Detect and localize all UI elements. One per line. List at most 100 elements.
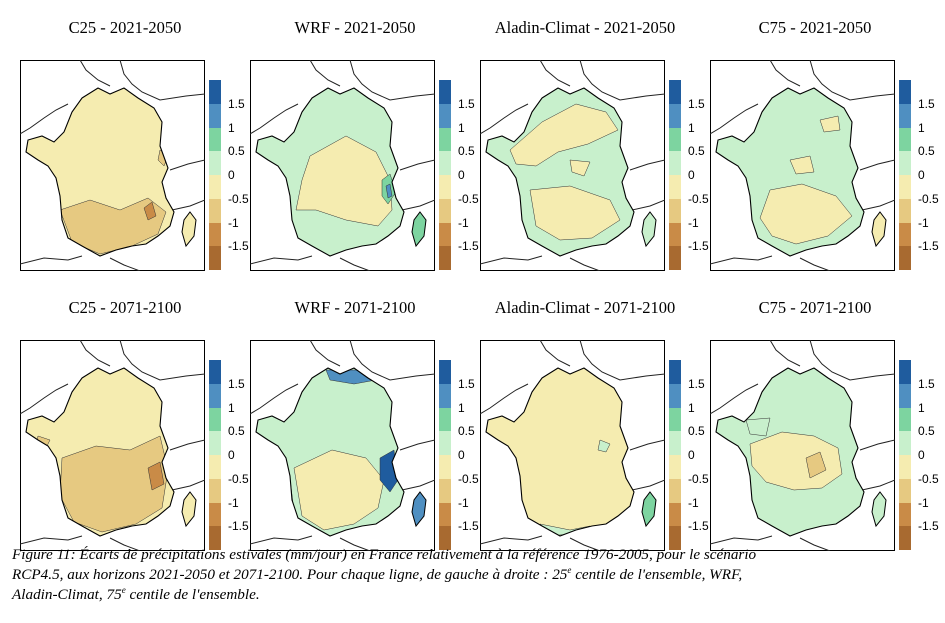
colorbar-segment xyxy=(669,222,681,247)
colorbar-segment xyxy=(899,246,911,270)
colorbar-tick-label: 1.5 xyxy=(228,96,245,111)
caption-sup-2: e xyxy=(121,584,126,595)
france-precip-map xyxy=(20,340,205,551)
colorbar-tick-label: 0.5 xyxy=(688,424,705,439)
colorbar-tick-label: 1 xyxy=(688,400,695,415)
colorbar-segment xyxy=(209,407,221,432)
colorbar-segment xyxy=(209,360,221,384)
colorbar-segment xyxy=(669,407,681,432)
colorbar-tick-label: -1.5 xyxy=(918,239,939,254)
colorbar-tick-label: -1 xyxy=(918,495,929,510)
map-panel: WRF - 2071-2100 1.5 1 0.5 0 -0.5 -1 -1.5 xyxy=(240,298,479,558)
colorbar-tick-label: -1.5 xyxy=(688,239,709,254)
colorbar-segment xyxy=(669,151,681,175)
colorbar-tick-label: -1.5 xyxy=(228,239,249,254)
colorbar-tick-label: 1 xyxy=(918,400,925,415)
caption-line-1: Figure 11: Écarts de précipitations esti… xyxy=(12,546,757,563)
colorbar-tick-label: -0.5 xyxy=(918,471,939,486)
colorbar-segment xyxy=(209,246,221,270)
colorbar-tick-label: -0.5 xyxy=(228,191,249,206)
colorbar-tick-label: 1.5 xyxy=(688,96,705,111)
colorbar-tick-label: 0.5 xyxy=(918,424,935,439)
colorbar-segment xyxy=(209,103,221,128)
colorbar-segment xyxy=(899,222,911,247)
colorbar-tick-label: -1.5 xyxy=(458,519,479,534)
colorbar-tick-label: 1 xyxy=(688,120,695,135)
colorbar-tick-label: -0.5 xyxy=(458,191,479,206)
france-precip-map xyxy=(20,60,205,271)
colorbar-tick-label: 0.5 xyxy=(688,144,705,159)
map-panel: WRF - 2021-2050 1.5 1 0.5 0 -0.5 -1 -1.5 xyxy=(240,18,479,278)
map-panel: C25 - 2071-2100 1.5 1 0.5 0 -0.5 -1 -1.5 xyxy=(10,298,249,558)
colorbar-segment xyxy=(899,431,911,455)
france-precip-map xyxy=(710,60,895,271)
colorbar-tick-label: 0.5 xyxy=(228,424,245,439)
figure-caption: Figure 11: Écarts de précipitations esti… xyxy=(12,545,934,605)
colorbar-tick-label: 1.5 xyxy=(228,376,245,391)
colorbar-tick-label: -1 xyxy=(688,495,699,510)
panel-title: C25 - 2021-2050 xyxy=(68,18,182,37)
colorbar-tick-label: -1 xyxy=(688,215,699,230)
colorbar-tick-label: 1 xyxy=(458,120,465,135)
colorbar-segment xyxy=(209,222,221,247)
colorbar-tick-label: 0.5 xyxy=(458,144,475,159)
colorbar-tick-label: 0 xyxy=(688,168,695,182)
colorbar-tick-label: 0 xyxy=(228,448,235,462)
colorbar-tick-label: 1 xyxy=(228,400,235,415)
colorbar xyxy=(439,360,451,550)
colorbar-segment xyxy=(669,526,681,550)
colorbar-tick-label: -0.5 xyxy=(688,191,709,206)
colorbar-tick-label: -1.5 xyxy=(458,239,479,254)
colorbar-tick-label: -1 xyxy=(458,215,469,230)
map-panel: Aladin-Climat - 2021-2050 1.5 1 0.5 0 -0.5 -1 -… xyxy=(470,18,709,278)
colorbar-segment xyxy=(899,526,911,550)
colorbar xyxy=(669,360,681,550)
colorbar-segment xyxy=(669,80,681,104)
colorbar-segment xyxy=(669,502,681,527)
colorbar-segment xyxy=(669,455,681,479)
colorbar-segment xyxy=(669,103,681,128)
colorbar-tick-label: 1.5 xyxy=(918,376,935,391)
colorbar-tick-label: -0.5 xyxy=(688,471,709,486)
colorbar-segment xyxy=(899,407,911,432)
colorbar-segment xyxy=(209,455,221,479)
france-precip-map xyxy=(250,340,435,551)
colorbar-segment xyxy=(899,175,911,199)
colorbar-segment xyxy=(899,455,911,479)
colorbar-segment xyxy=(209,502,221,527)
colorbar-segment xyxy=(439,502,451,527)
colorbar-segment xyxy=(439,383,451,408)
caption-line-2b: centile de l'ensemble, WRF, xyxy=(571,566,743,583)
colorbar-segment xyxy=(439,175,451,199)
france-precip-map xyxy=(480,60,665,271)
colorbar-tick-label: 1 xyxy=(458,400,465,415)
panel-title: WRF - 2021-2050 xyxy=(294,18,416,37)
colorbar-segment xyxy=(899,198,911,223)
colorbar-tick-label: 0 xyxy=(458,448,465,462)
colorbar-tick-label: -0.5 xyxy=(228,471,249,486)
colorbar-tick-label: 0 xyxy=(228,168,235,182)
colorbar-segment xyxy=(439,360,451,384)
france-precip-map xyxy=(710,340,895,551)
colorbar-segment xyxy=(209,127,221,152)
colorbar-tick-label: 0 xyxy=(458,168,465,182)
colorbar-segment xyxy=(669,198,681,223)
colorbar-segment xyxy=(439,222,451,247)
colorbar-segment xyxy=(669,360,681,384)
colorbar xyxy=(209,360,221,550)
colorbar-tick-label: 0.5 xyxy=(458,424,475,439)
colorbar-tick-label: -1 xyxy=(918,215,929,230)
colorbar-tick-label: -1.5 xyxy=(228,519,249,534)
panel-title: C75 - 2071-2100 xyxy=(758,298,872,317)
colorbar-segment xyxy=(439,431,451,455)
colorbar-segment xyxy=(899,80,911,104)
colorbar-segment xyxy=(899,127,911,152)
colorbar-tick-label: 1 xyxy=(918,120,925,135)
colorbar-segment xyxy=(899,103,911,128)
france-precip-map xyxy=(480,340,665,551)
colorbar xyxy=(209,80,221,270)
colorbar-segment xyxy=(209,383,221,408)
colorbar-tick-label: 1.5 xyxy=(688,376,705,391)
colorbar-segment xyxy=(209,198,221,223)
map-panel: C25 - 2021-2050 1.5 1 0.5 0 -0.5 -1 -1.5 xyxy=(10,18,249,278)
